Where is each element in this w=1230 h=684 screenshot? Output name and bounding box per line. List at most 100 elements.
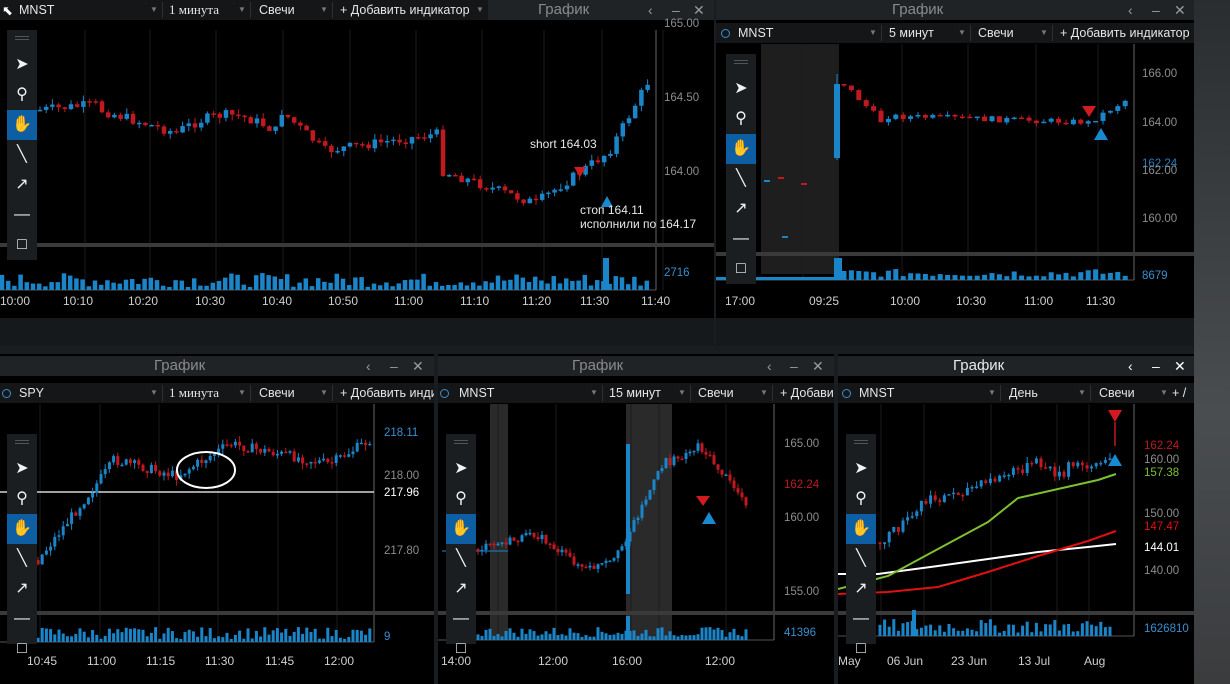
- navigator-scrollbar[interactable]: [0, 318, 714, 346]
- toolbar-grip-icon[interactable]: [734, 63, 748, 64]
- cursor-icon[interactable]: ➤: [734, 80, 748, 97]
- rectangle-icon[interactable]: □: [17, 640, 27, 657]
- rectangle-icon[interactable]: □: [456, 640, 466, 657]
- close-icon[interactable]: ✕: [812, 358, 824, 374]
- line-icon[interactable]: ╲: [17, 146, 27, 163]
- horizontal-line-icon[interactable]: —: [733, 230, 749, 247]
- hand-icon[interactable]: ✋: [7, 110, 37, 140]
- price-chart[interactable]: [438, 404, 834, 684]
- horizontal-line-icon[interactable]: —: [853, 610, 869, 627]
- chevron-down-icon[interactable]: ▼: [678, 388, 686, 397]
- add-indicator-button[interactable]: + Добавить инди: [340, 386, 434, 400]
- add-indicator-button[interactable]: + Добавить индикатор: [1060, 26, 1190, 40]
- chart-type-selector[interactable]: Свечи: [259, 386, 295, 400]
- cursor-icon[interactable]: ➤: [15, 56, 29, 73]
- chevron-down-icon[interactable]: ▼: [988, 388, 996, 397]
- cursor-icon[interactable]: ➤: [454, 460, 468, 477]
- symbol-selector[interactable]: SPY: [19, 386, 45, 400]
- symbol-selector[interactable]: MNST: [459, 386, 495, 400]
- window-menu-icon[interactable]: ⬉: [2, 3, 13, 18]
- hand-icon[interactable]: ✋: [446, 514, 476, 544]
- magnifier-icon[interactable]: ⚲: [16, 490, 28, 507]
- chart-type-selector[interactable]: Свечи: [259, 3, 295, 17]
- chevron-down-icon[interactable]: ▼: [1040, 28, 1048, 37]
- chevron-left-icon[interactable]: ‹: [366, 358, 371, 374]
- magnifier-icon[interactable]: ⚲: [735, 110, 747, 127]
- price-chart[interactable]: [716, 44, 1194, 344]
- magnifier-icon[interactable]: ⚲: [16, 86, 28, 103]
- minimize-button[interactable]: –: [672, 2, 680, 18]
- toolbar-grip-icon[interactable]: [15, 36, 29, 37]
- chart-type-selector[interactable]: Свечи: [1099, 386, 1135, 400]
- hand-icon[interactable]: ✋: [726, 134, 756, 164]
- hand-icon[interactable]: ✋: [7, 514, 37, 544]
- chevron-down-icon[interactable]: ▼: [958, 28, 966, 37]
- symbol-selector[interactable]: MNST: [738, 26, 774, 40]
- symbol-selector[interactable]: MNST: [859, 386, 895, 400]
- interval-selector[interactable]: 1 минута: [169, 2, 220, 17]
- line-icon[interactable]: ╲: [17, 550, 27, 567]
- horizontal-line-icon[interactable]: —: [14, 206, 30, 223]
- interval-selector[interactable]: 5 минут: [889, 26, 934, 40]
- chevron-down-icon[interactable]: ▼: [1160, 388, 1168, 397]
- rectangle-icon[interactable]: □: [856, 640, 866, 657]
- close-icon[interactable]: ✕: [412, 358, 424, 374]
- rectangle-icon[interactable]: □: [736, 260, 746, 277]
- toolbar-grip-icon[interactable]: [854, 443, 868, 444]
- minimize-button[interactable]: –: [390, 358, 398, 374]
- link-radio-icon[interactable]: [440, 389, 449, 398]
- toolbar-grip-icon[interactable]: [15, 440, 29, 441]
- toolbar-grip-icon[interactable]: [15, 39, 29, 40]
- add-indicator-button[interactable]: + Добави: [780, 386, 834, 400]
- add-indicator-button[interactable]: + /: [1172, 386, 1187, 400]
- symbol-selector[interactable]: MNST: [19, 3, 55, 17]
- price-chart[interactable]: [0, 20, 714, 346]
- chart-type-selector[interactable]: Свечи: [698, 386, 734, 400]
- minimize-button[interactable]: –: [790, 358, 798, 374]
- chevron-down-icon[interactable]: ▼: [150, 5, 158, 14]
- line-icon[interactable]: ╲: [456, 550, 466, 567]
- horizontal-line-icon[interactable]: —: [14, 610, 30, 627]
- cursor-icon[interactable]: ➤: [854, 460, 868, 477]
- toolbar-grip-icon[interactable]: [854, 440, 868, 441]
- chevron-down-icon[interactable]: ▼: [1078, 388, 1086, 397]
- arrow-icon[interactable]: ↗: [15, 176, 29, 193]
- chevron-down-icon[interactable]: ▼: [320, 5, 328, 14]
- chevron-left-icon[interactable]: ‹: [767, 358, 772, 374]
- price-chart[interactable]: [838, 404, 1194, 684]
- interval-selector[interactable]: 15 минут: [609, 386, 661, 400]
- interval-selector[interactable]: День: [1009, 386, 1038, 400]
- chevron-left-icon[interactable]: ‹: [1128, 358, 1133, 374]
- magnifier-icon[interactable]: ⚲: [455, 490, 467, 507]
- toolbar-grip-icon[interactable]: [454, 443, 468, 444]
- chevron-down-icon[interactable]: ▼: [238, 5, 246, 14]
- minimize-button[interactable]: –: [1152, 358, 1160, 374]
- magnifier-icon[interactable]: ⚲: [855, 490, 867, 507]
- minimize-button[interactable]: –: [1152, 2, 1160, 18]
- toolbar-grip-icon[interactable]: [734, 60, 748, 61]
- add-indicator-button[interactable]: + Добавить индикатор: [340, 3, 470, 17]
- link-radio-icon[interactable]: [842, 389, 851, 398]
- line-icon[interactable]: ╲: [736, 170, 746, 187]
- cursor-icon[interactable]: ➤: [15, 460, 29, 477]
- chart-type-selector[interactable]: Свечи: [978, 26, 1014, 40]
- link-radio-icon[interactable]: [721, 29, 730, 38]
- price-chart[interactable]: [0, 404, 434, 684]
- arrow-icon[interactable]: ↗: [734, 200, 748, 217]
- chevron-down-icon[interactable]: ▼: [869, 28, 877, 37]
- chevron-down-icon[interactable]: ▼: [238, 388, 246, 397]
- hand-icon[interactable]: ✋: [846, 514, 876, 544]
- arrow-icon[interactable]: ↗: [15, 580, 29, 597]
- chevron-down-icon[interactable]: ▼: [476, 5, 484, 14]
- chevron-down-icon[interactable]: ▼: [320, 388, 328, 397]
- toolbar-grip-icon[interactable]: [15, 443, 29, 444]
- link-radio-icon[interactable]: [2, 389, 11, 398]
- close-icon[interactable]: ✕: [693, 2, 705, 18]
- horizontal-line-icon[interactable]: —: [453, 610, 469, 627]
- interval-selector[interactable]: 1 минута: [169, 385, 220, 400]
- close-icon[interactable]: ✕: [1174, 2, 1186, 18]
- navigator-scrollbar[interactable]: [716, 318, 1194, 346]
- chevron-left-icon[interactable]: ‹: [1128, 2, 1133, 18]
- chevron-down-icon[interactable]: ▼: [590, 388, 598, 397]
- chevron-down-icon[interactable]: ▼: [150, 388, 158, 397]
